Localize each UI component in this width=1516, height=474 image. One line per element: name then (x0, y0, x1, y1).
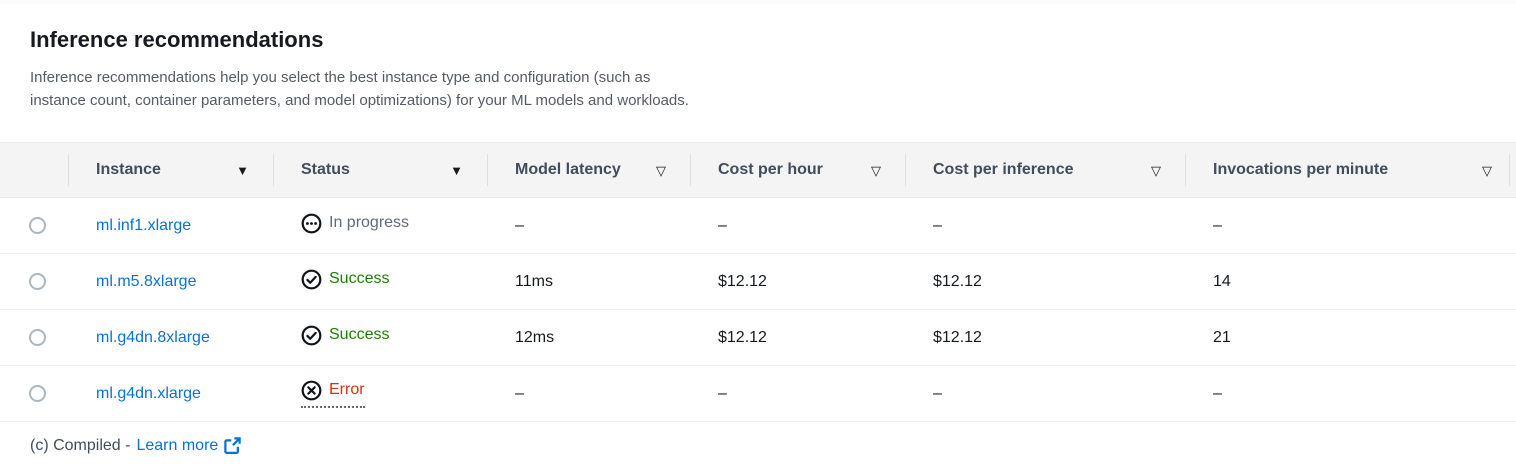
panel-header: Inference recommendations Inference reco… (0, 4, 1516, 112)
column-label: Model latency (515, 161, 621, 178)
row-select-radio[interactable] (29, 216, 46, 234)
invocations-per-minute-cell: – (1185, 197, 1516, 254)
column-header-invocations-per-minute[interactable]: Invocations per minute ▽ (1185, 142, 1516, 198)
instance-link[interactable]: ml.g4dn.xlarge (96, 384, 201, 402)
status-label: Success (329, 270, 390, 287)
column-label: Invocations per minute (1213, 161, 1389, 178)
panel-description-line-1: Inference recommendations help you selec… (30, 69, 651, 86)
sort-desc-icon[interactable]: ▼ (236, 162, 249, 178)
status-badge-error-tooltip-trigger[interactable]: Error (301, 380, 365, 408)
panel-description-line-2: instance count, container parameters, an… (30, 92, 689, 109)
cost-per-hour-cell: – (690, 365, 905, 422)
model-latency-cell: 11ms (487, 253, 690, 310)
cost-per-hour-cell: – (690, 197, 905, 254)
sort-icon[interactable]: ▽ (1151, 162, 1161, 178)
external-link-icon (224, 437, 242, 454)
panel-description: Inference recommendations help you selec… (30, 66, 1486, 112)
instance-link[interactable]: ml.m5.8xlarge (96, 272, 197, 290)
learn-more-label: Learn more (136, 436, 219, 454)
column-label: Cost per inference (933, 161, 1074, 178)
invocations-per-minute-cell: 14 (1185, 253, 1516, 310)
sort-desc-icon[interactable]: ▼ (450, 162, 463, 178)
invocations-per-minute-cell: 21 (1185, 309, 1516, 366)
cost-per-inference-cell: $12.12 (905, 309, 1185, 366)
table-row: ml.g4dn.8xlarge Success 12ms $12.12 $12.… (0, 309, 1516, 366)
cost-per-inference-cell: – (905, 365, 1185, 422)
cost-per-hour-cell: $12.12 (690, 309, 905, 366)
cost-per-inference-cell: $12.12 (905, 253, 1185, 310)
column-header-model-latency[interactable]: Model latency ▽ (487, 142, 690, 198)
row-select-radio[interactable] (29, 272, 46, 290)
sort-icon[interactable]: ▽ (656, 162, 666, 178)
model-latency-cell: – (487, 365, 690, 422)
status-label: Success (329, 326, 390, 343)
model-latency-cell: – (487, 197, 690, 254)
column-header-cost-per-inference[interactable]: Cost per inference ▽ (905, 142, 1185, 198)
cost-per-hour-cell: $12.12 (690, 253, 905, 310)
model-latency-cell: 12ms (487, 309, 690, 366)
success-icon (301, 325, 322, 345)
header-select-column (0, 142, 68, 198)
status-label: Error (329, 381, 365, 398)
column-header-instance[interactable]: Instance ▼ (68, 142, 273, 198)
sort-icon[interactable]: ▽ (1482, 162, 1492, 178)
page-title: Inference recommendations (30, 27, 324, 52)
panel-footer: (c) Compiled - Learn more (0, 422, 1516, 455)
learn-more-link[interactable]: Learn more (136, 436, 242, 455)
status-badge: Success (301, 269, 389, 290)
instance-link[interactable]: ml.g4dn.8xlarge (96, 328, 210, 346)
in-progress-icon (301, 213, 322, 233)
column-label: Cost per hour (718, 161, 823, 178)
invocations-per-minute-cell: – (1185, 365, 1516, 422)
table-row: ml.m5.8xlarge Success 11ms $12.12 $12.12… (0, 253, 1516, 310)
table-row: ml.g4dn.xlarge Error – – – – (0, 365, 1516, 422)
status-badge: Success (301, 325, 389, 346)
column-header-status[interactable]: Status ▼ (273, 142, 487, 198)
table-row: ml.inf1.xlarge In progress – – – (0, 197, 1516, 254)
column-header-cost-per-hour[interactable]: Cost per hour ▽ (690, 142, 905, 198)
instance-link[interactable]: ml.inf1.xlarge (96, 216, 192, 234)
error-icon (301, 380, 322, 400)
compiled-note: (c) Compiled - (30, 436, 131, 454)
status-badge: In progress (301, 213, 409, 234)
row-select-radio[interactable] (29, 328, 46, 346)
column-label: Instance (96, 161, 161, 178)
status-label: In progress (329, 214, 410, 231)
sort-icon[interactable]: ▽ (871, 162, 881, 178)
row-select-radio[interactable] (29, 384, 46, 402)
table-header-row: Instance ▼ Status ▼ Model latency ▽ (0, 142, 1516, 198)
recommendations-table: Instance ▼ Status ▼ Model latency ▽ (0, 142, 1516, 422)
cost-per-inference-cell: – (905, 197, 1185, 254)
column-label: Status (301, 161, 350, 178)
success-icon (301, 269, 322, 289)
